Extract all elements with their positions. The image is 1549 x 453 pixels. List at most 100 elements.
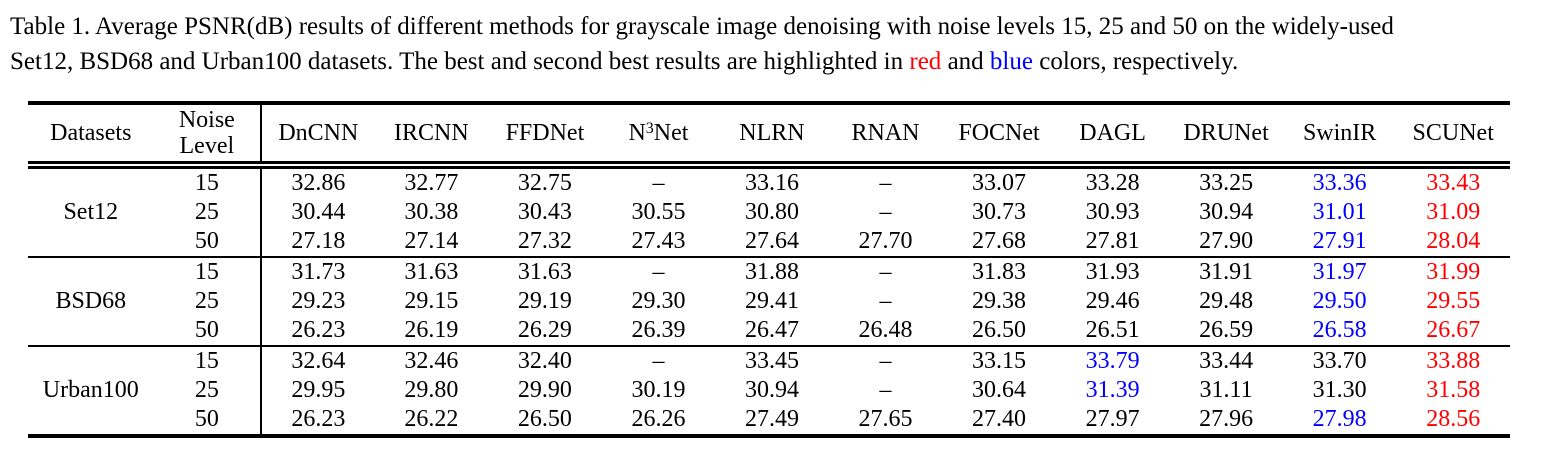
- psnr-cell: 27.64: [744, 228, 799, 254]
- psnr-cell: 27.65: [858, 406, 913, 432]
- psnr-cell: 27.96: [1199, 406, 1254, 432]
- caption-line2-segment-2: and: [941, 48, 990, 75]
- psnr-cell: 29.38: [972, 288, 1027, 314]
- psnr-cell: 30.94: [744, 377, 799, 403]
- psnr-cell: 26.22: [404, 406, 459, 432]
- table-row: 50 26.23 26.22 26.50 26.26 27.49 27.65 27.40 27.…: [28, 405, 1510, 436]
- psnr-cell-best: 33.43: [1426, 170, 1481, 196]
- dataset-group-urban100: Urban100 15 32.64 32.46 32.40 – 33.45 – 33.15 33.…: [28, 346, 1510, 436]
- psnr-cell: 32.75: [517, 170, 572, 196]
- psnr-cell: –: [879, 377, 892, 403]
- psnr-cell: –: [879, 199, 892, 225]
- psnr-cell: 31.30: [1312, 377, 1367, 403]
- noise-level-cell: 15: [153, 165, 263, 198]
- psnr-cell-best: 31.58: [1426, 377, 1481, 403]
- psnr-cell: 32.40: [517, 348, 572, 374]
- table-row: 25 29.23 29.15 29.19 29.30 29.41 – 29.38 29.46 29…: [28, 287, 1510, 316]
- psnr-cell: 30.94: [1199, 199, 1254, 225]
- table-row: 25 29.95 29.80 29.90 30.19 30.94 – 30.64 31.39 31…: [28, 376, 1510, 405]
- dataset-label: Set12: [63, 199, 119, 225]
- psnr-cell: 33.07: [972, 170, 1027, 196]
- psnr-cell: 29.80: [404, 377, 459, 403]
- psnr-cell: 30.38: [404, 199, 459, 225]
- caption-line-2: Set12, BSD68 and Urban100 datasets. The …: [10, 44, 1539, 79]
- psnr-cell: 30.19: [631, 377, 686, 403]
- psnr-cell-best: 31.99: [1426, 259, 1481, 285]
- psnr-cell-best: 29.55: [1426, 288, 1481, 314]
- psnr-cell: 33.15: [972, 348, 1027, 374]
- psnr-cell: 26.47: [744, 317, 799, 343]
- psnr-cell: 27.18: [291, 228, 346, 254]
- psnr-cell: 33.45: [744, 348, 799, 374]
- psnr-cell: 27.32: [517, 228, 572, 254]
- psnr-cell: 33.25: [1199, 170, 1254, 196]
- psnr-cell: 31.73: [291, 259, 346, 285]
- psnr-cell: 26.48: [858, 317, 913, 343]
- column-header-n3net: N3Net: [601, 103, 716, 169]
- psnr-cell-second: 29.50: [1312, 288, 1367, 314]
- psnr-cell: 26.51: [1085, 317, 1140, 343]
- column-header-focnet: FOCNet: [942, 103, 1056, 169]
- noise-level-cell: 50: [153, 405, 263, 436]
- caption-line-1: Table 1. Average PSNR(dB) results of dif…: [10, 9, 1539, 44]
- dataset-label: BSD68: [55, 288, 127, 314]
- psnr-cell: –: [879, 259, 892, 285]
- psnr-cell: 32.77: [404, 170, 459, 196]
- psnr-cell: 29.46: [1085, 288, 1140, 314]
- psnr-cell: 26.26: [631, 406, 686, 432]
- noise-level-cell: 25: [153, 376, 263, 405]
- psnr-cell-best: 28.56: [1426, 406, 1481, 432]
- psnr-cell: 31.91: [1199, 259, 1254, 285]
- column-header-dncnn: DnCNN: [261, 103, 375, 169]
- results-table: Datasets Noise Level DnCNN IRCNN FFDNet N3Net N…: [28, 101, 1510, 438]
- column-header-rnan: RNAN: [828, 103, 943, 169]
- table-caption: Table 1. Average PSNR(dB) results of dif…: [0, 0, 1549, 79]
- psnr-cell: 29.95: [291, 377, 346, 403]
- psnr-cell: –: [652, 348, 665, 374]
- psnr-cell: 27.70: [858, 228, 913, 254]
- psnr-cell: 30.55: [631, 199, 686, 225]
- caption-line2-segment-3: blue: [989, 48, 1033, 75]
- caption-line2-segment-4: colors, respectively.: [1032, 48, 1239, 75]
- psnr-cell: 31.88: [744, 259, 799, 285]
- noise-header-word-0: Noise: [178, 107, 235, 133]
- psnr-cell: 33.16: [744, 170, 799, 196]
- psnr-cell: 29.19: [517, 288, 572, 314]
- psnr-cell-second: 33.36: [1312, 170, 1367, 196]
- psnr-cell-second: 26.58: [1312, 317, 1367, 343]
- column-header-nlrn: NLRN: [715, 103, 829, 169]
- psnr-cell: 31.63: [404, 259, 459, 285]
- column-header-datasets: Datasets: [28, 103, 154, 169]
- psnr-cell: 29.48: [1199, 288, 1254, 314]
- caption-line1-segment-0: Table 1. Average PSNR(dB) results of dif…: [10, 13, 1394, 40]
- noise-level-cell: 15: [153, 346, 263, 376]
- column-header-ircnn: IRCNN: [374, 103, 489, 169]
- psnr-cell: 29.15: [404, 288, 459, 314]
- noise-level-cell: 50: [153, 316, 263, 346]
- psnr-cell: 27.40: [972, 406, 1027, 432]
- dataset-label: Urban100: [42, 377, 139, 403]
- column-header-ffdnet: FFDNet: [488, 103, 602, 169]
- psnr-cell: 31.93: [1085, 259, 1140, 285]
- psnr-cell-best: 26.67: [1426, 317, 1481, 343]
- psnr-cell: –: [652, 259, 665, 285]
- noise-level-cell: 50: [153, 227, 263, 257]
- psnr-cell: 26.19: [404, 317, 459, 343]
- psnr-cell: 32.86: [291, 170, 346, 196]
- psnr-cell: –: [879, 348, 892, 374]
- psnr-cell: 26.50: [972, 317, 1027, 343]
- psnr-cell-second: 31.01: [1312, 199, 1367, 225]
- psnr-cell: 27.68: [972, 228, 1027, 254]
- column-header-swinir: SwinIR: [1282, 103, 1397, 169]
- psnr-cell-best: 31.09: [1426, 199, 1481, 225]
- psnr-cell: 26.23: [291, 317, 346, 343]
- psnr-cell: 32.46: [404, 348, 459, 374]
- dataset-group-set12: Set12 15 32.86 32.77 32.75 – 33.16 – 33.07 33.28 3…: [28, 165, 1510, 257]
- psnr-cell: 30.64: [972, 377, 1027, 403]
- psnr-cell: 27.81: [1085, 228, 1140, 254]
- psnr-cell-second: 33.79: [1085, 348, 1140, 374]
- noise-level-cell: 25: [153, 198, 263, 227]
- psnr-cell: 30.93: [1085, 199, 1140, 225]
- psnr-cell: 27.43: [631, 228, 686, 254]
- psnr-cell: 31.63: [517, 259, 572, 285]
